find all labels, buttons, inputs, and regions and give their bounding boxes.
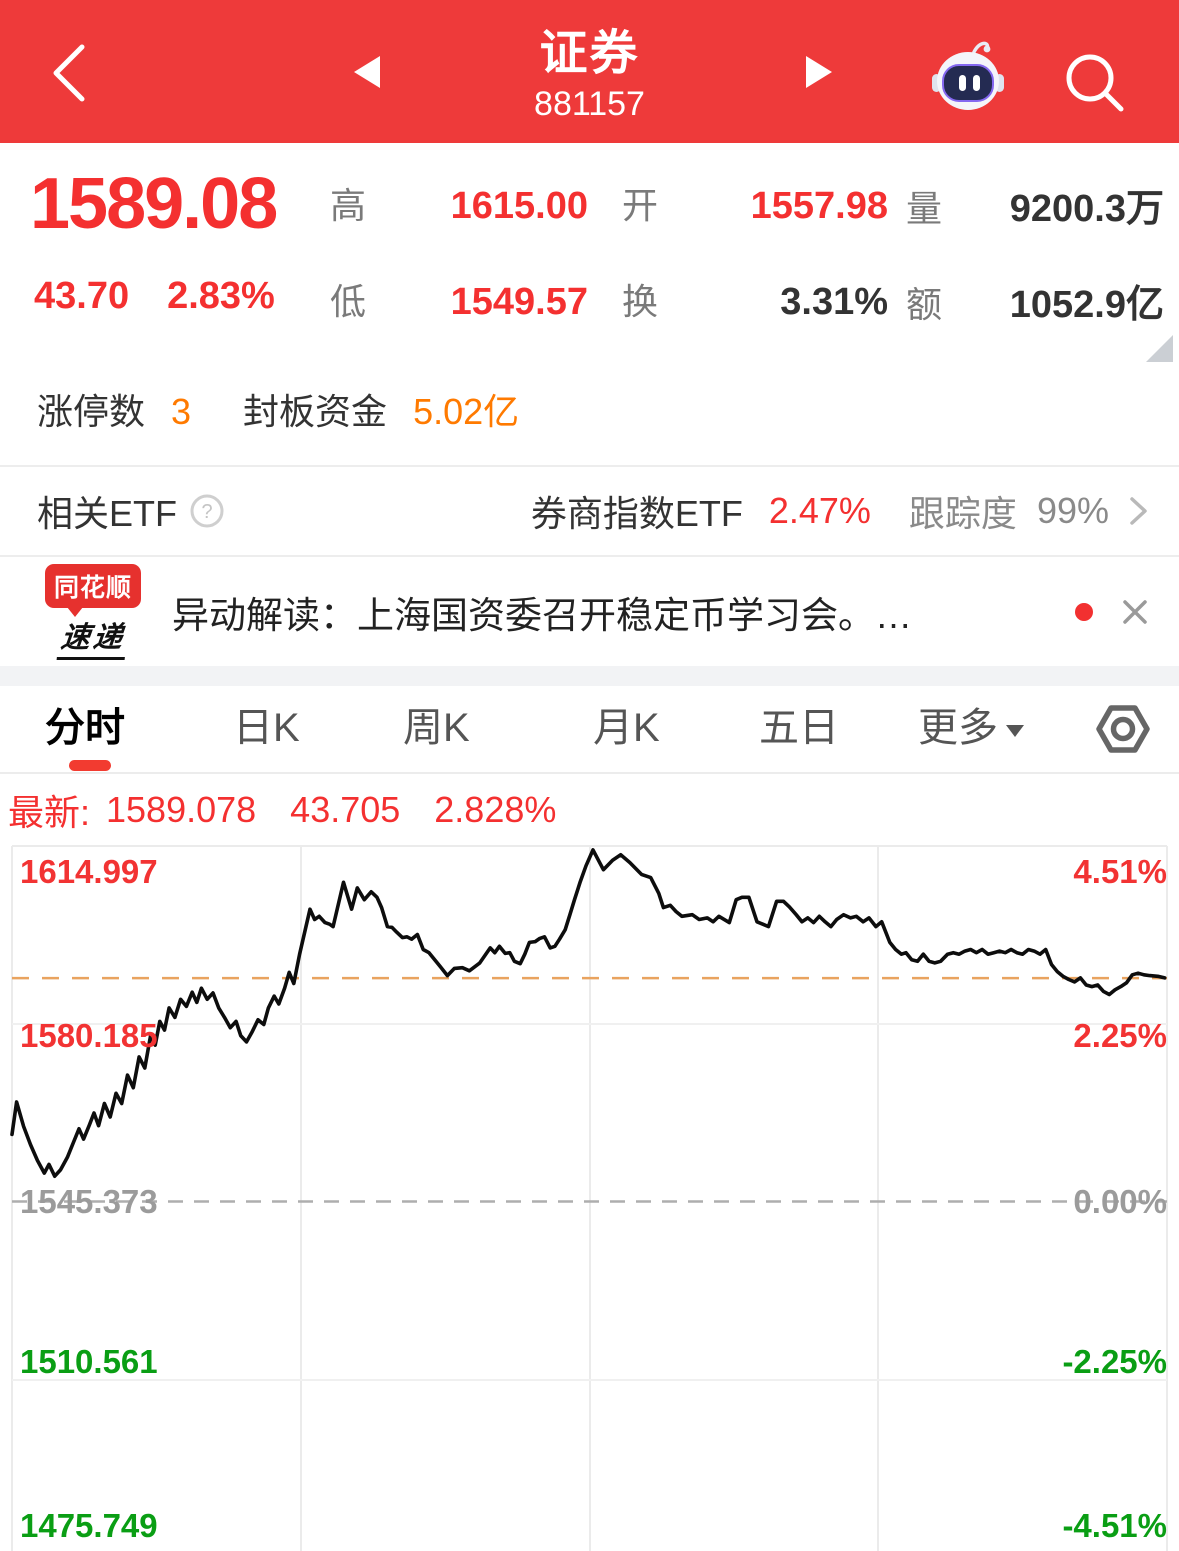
- related-etf-label-group: 相关ETF ?: [37, 485, 225, 537]
- axis-label-price-low: 1475.749: [20, 1507, 158, 1544]
- axis-label-pct: -2.25%: [1062, 1343, 1167, 1380]
- prev-stock-icon[interactable]: [354, 56, 380, 88]
- intraday-chart[interactable]: 1614.997 1580.185 1545.373 1510.561 1475…: [0, 845, 1179, 1551]
- axis-label-price: 1510.561: [20, 1343, 158, 1380]
- tab-five-day[interactable]: 五日: [759, 706, 839, 750]
- tab-more[interactable]: 更多: [918, 702, 1024, 754]
- latest-price: 1589.078: [106, 788, 257, 830]
- stat-label: 量: [906, 188, 943, 229]
- tab-monthly-k[interactable]: 月K: [593, 706, 660, 750]
- limit-up-row: 涨停数 3 封板资金 5.02亿: [37, 383, 519, 435]
- stat-value: 9200.3万: [1009, 188, 1164, 230]
- etf-change-percent: 2.47%: [768, 490, 871, 531]
- axis-label-pct-high: 4.51%: [1073, 853, 1167, 890]
- tab-more-label: 更多: [918, 706, 998, 750]
- back-icon[interactable]: [48, 42, 96, 104]
- price-line: [10, 848, 1167, 1179]
- app-header: 证券 881157: [0, 0, 1179, 143]
- axis-label-pct: 2.25%: [1073, 1017, 1167, 1054]
- brand-bubble: 同花顺: [44, 563, 141, 617]
- axis-label-pct-zero: 0.00%: [1073, 1183, 1167, 1220]
- stat-low: 低 1549.57: [330, 273, 588, 323]
- limit-up-count: 3: [171, 391, 192, 432]
- stat-label: 开: [622, 185, 659, 226]
- help-icon[interactable]: ?: [189, 493, 225, 529]
- brand-logo: 同花顺 速递: [38, 563, 148, 660]
- stat-label: 低: [330, 281, 367, 322]
- stat-label: 换: [622, 281, 659, 322]
- related-etf-row[interactable]: 相关ETF ? 券商指数ETF 2.47% 跟踪度 99%: [0, 467, 1179, 557]
- tracking-value: 99%: [1036, 490, 1109, 531]
- stat-amount: 额 1052.9亿: [906, 273, 1164, 326]
- stat-value: 1557.98: [750, 185, 888, 227]
- ai-assistant-icon[interactable]: [928, 36, 1008, 116]
- etf-name: 券商指数ETF: [530, 493, 743, 534]
- expand-corner-icon[interactable]: [1146, 335, 1173, 362]
- limit-up-label: 涨停数: [37, 391, 146, 432]
- seal-fund-value: 5.02亿: [413, 391, 520, 432]
- news-ticker[interactable]: 同花顺 速递 异动解读：上海国资委召开稳定币学习会。…: [0, 557, 1179, 666]
- caret-down-icon: [1006, 725, 1024, 737]
- stat-value: 1615.00: [450, 185, 588, 227]
- svg-text:?: ?: [201, 501, 212, 523]
- page-title: 证券: [539, 27, 640, 80]
- stat-turnover-rate: 换 3.31%: [622, 273, 888, 323]
- latest-readout: 最新: 1589.078 43.705 2.828%: [0, 774, 1179, 845]
- search-icon[interactable]: [1062, 50, 1128, 116]
- chevron-right-icon[interactable]: [1123, 491, 1153, 531]
- chart-tab-bar: 分时 日K 周K 月K 五日 更多: [0, 686, 1179, 774]
- stat-open: 开 1557.98: [622, 177, 888, 227]
- chart-settings-icon[interactable]: [1092, 698, 1154, 760]
- chart-canvas[interactable]: [0, 845, 1179, 1551]
- latest-change: 43.705: [290, 788, 401, 830]
- tab-weekly-k[interactable]: 周K: [403, 706, 470, 750]
- etf-info-group: 券商指数ETF 2.47% 跟踪度 99%: [531, 485, 1153, 537]
- change-value: 43.70: [34, 275, 130, 317]
- tab-minute[interactable]: 分时: [45, 706, 125, 750]
- stat-label: 高: [330, 185, 367, 226]
- latest-label: 最新:: [8, 791, 91, 833]
- stat-label: 额: [906, 284, 943, 325]
- axis-label-prev-close: 1545.373: [20, 1183, 158, 1220]
- related-etf-label: 相关ETF: [37, 493, 177, 534]
- seal-fund-label: 封板资金: [243, 391, 388, 432]
- active-tab-indicator: [69, 760, 111, 771]
- header-title-block: 证券 881157: [0, 26, 1179, 126]
- axis-label-pct-low: -4.51%: [1062, 1507, 1167, 1544]
- tracking-label: 跟踪度: [908, 493, 1017, 534]
- section-divider: [0, 666, 1179, 686]
- brand-sub: 速递: [56, 613, 130, 660]
- stat-volume: 量 9200.3万: [906, 177, 1164, 230]
- next-stock-icon[interactable]: [806, 56, 832, 88]
- current-price: 1589.08: [30, 164, 278, 244]
- news-text[interactable]: 异动解读：上海国资委召开稳定币学习会。…: [172, 594, 912, 636]
- price-change: 43.70 2.83%: [34, 275, 313, 318]
- stock-code: 881157: [534, 85, 645, 123]
- axis-label-price-high: 1614.997: [20, 853, 158, 890]
- change-percent: 2.83%: [167, 275, 275, 317]
- stat-value: 3.31%: [780, 281, 888, 323]
- axis-label-price: 1580.185: [20, 1017, 158, 1054]
- stat-value: 1052.9亿: [1009, 284, 1164, 326]
- stat-value: 1549.57: [450, 281, 588, 323]
- close-icon[interactable]: [1119, 596, 1151, 628]
- latest-percent: 2.828%: [434, 788, 557, 830]
- quote-panel[interactable]: 1589.08 43.70 2.83% 高 1615.00 开 1557.98 量…: [0, 143, 1179, 467]
- tab-daily-k[interactable]: 日K: [233, 706, 300, 750]
- stat-high: 高 1615.00: [330, 177, 588, 227]
- unread-dot: [1075, 602, 1093, 621]
